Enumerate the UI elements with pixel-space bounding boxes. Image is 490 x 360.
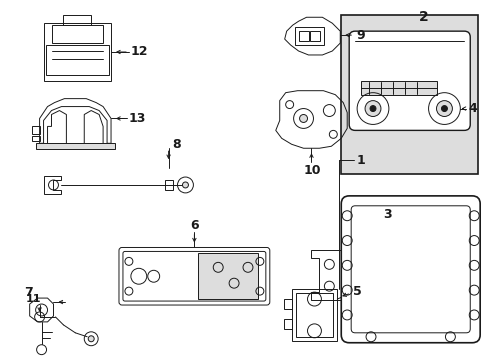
Bar [311, 31, 320, 41]
Bar [295, 293, 333, 337]
Bar [44, 23, 111, 81]
Bar [341, 15, 478, 174]
Bar [165, 180, 172, 190]
Bar [198, 253, 258, 299]
Circle shape [365, 100, 381, 117]
FancyBboxPatch shape [341, 196, 480, 343]
Circle shape [182, 182, 189, 188]
Bar [32, 136, 40, 141]
Text: 11: 11 [25, 294, 41, 304]
Circle shape [437, 100, 452, 117]
Bar [298, 31, 309, 41]
Bar [36, 143, 115, 149]
Text: 1: 1 [356, 154, 365, 167]
Circle shape [441, 105, 447, 112]
Circle shape [364, 210, 374, 220]
Text: 10: 10 [303, 163, 321, 176]
Bar [51, 25, 103, 43]
Bar [63, 15, 91, 25]
Circle shape [370, 105, 376, 112]
Text: 3: 3 [383, 208, 392, 221]
Bar [294, 27, 324, 45]
Bar [32, 126, 40, 134]
Text: 9: 9 [356, 29, 365, 42]
Bar [361, 81, 437, 95]
Bar [46, 45, 109, 75]
Text: 5: 5 [353, 285, 362, 298]
Bar [292, 289, 337, 341]
Text: 12: 12 [131, 45, 148, 58]
Text: 7: 7 [24, 285, 32, 299]
Circle shape [299, 114, 308, 122]
Circle shape [88, 336, 94, 342]
Bar [284, 299, 292, 309]
Text: 13: 13 [129, 112, 147, 125]
Text: 4: 4 [468, 102, 477, 115]
Text: 6: 6 [191, 219, 199, 232]
FancyBboxPatch shape [349, 31, 470, 130]
Bar [284, 319, 292, 329]
Text: 2: 2 [418, 10, 428, 24]
Text: 8: 8 [172, 138, 181, 151]
